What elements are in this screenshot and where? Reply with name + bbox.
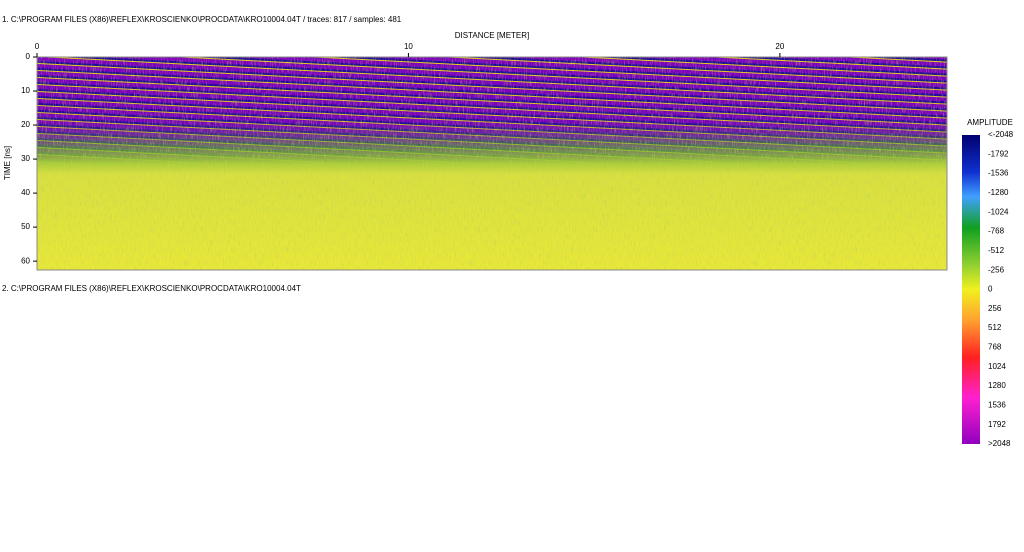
y-tick-label: 10 <box>21 86 30 95</box>
colorbar-label: <-2048 <box>988 130 1014 139</box>
panel-title: 1. C:\PROGRAM FILES (X86)\REFLEX\KROSCIE… <box>2 15 402 24</box>
y-tick-label: 0 <box>26 52 31 61</box>
plot-frame <box>36 56 948 271</box>
x-tick-label: 20 <box>775 42 784 51</box>
y-tick-label: 30 <box>21 154 30 163</box>
colorbar <box>962 135 980 444</box>
colorbar-label: 1280 <box>988 381 1006 390</box>
colorbar-label: 1536 <box>988 400 1006 409</box>
x-tick-label: 10 <box>404 42 413 51</box>
colorbar-label: 1024 <box>988 362 1006 371</box>
colorbar-label: -512 <box>988 246 1005 255</box>
colorbar-label: -1280 <box>988 188 1009 197</box>
colorbar-label: -1536 <box>988 169 1009 178</box>
colorbar-label: -768 <box>988 227 1005 236</box>
y-tick-label: 60 <box>21 256 30 265</box>
colorbar-label: 256 <box>988 304 1002 313</box>
colorbar-label: -256 <box>988 265 1005 274</box>
x-axis-label: DISTANCE [METER] <box>455 31 530 40</box>
colorbar-label: 768 <box>988 343 1002 352</box>
x-tick-label: 0 <box>35 42 40 51</box>
panel-title: 2. C:\PROGRAM FILES (X86)\REFLEX\KROSCIE… <box>2 284 301 293</box>
colorbar-label: -1792 <box>988 149 1009 158</box>
y-tick-label: 20 <box>21 120 30 129</box>
y-axis-label: TIME [ns] <box>3 146 12 180</box>
radargram <box>37 57 947 270</box>
colorbar-label: 1792 <box>988 420 1006 429</box>
colorbar-label: 512 <box>988 323 1002 332</box>
y-tick-label: 40 <box>21 188 30 197</box>
colorbar-title: AMPLITUDE <box>967 118 1013 127</box>
y-tick-label: 50 <box>21 222 30 231</box>
colorbar-label: >2048 <box>988 439 1011 448</box>
colorbar-label: 0 <box>988 285 993 294</box>
colorbar-label: -1024 <box>988 207 1009 216</box>
